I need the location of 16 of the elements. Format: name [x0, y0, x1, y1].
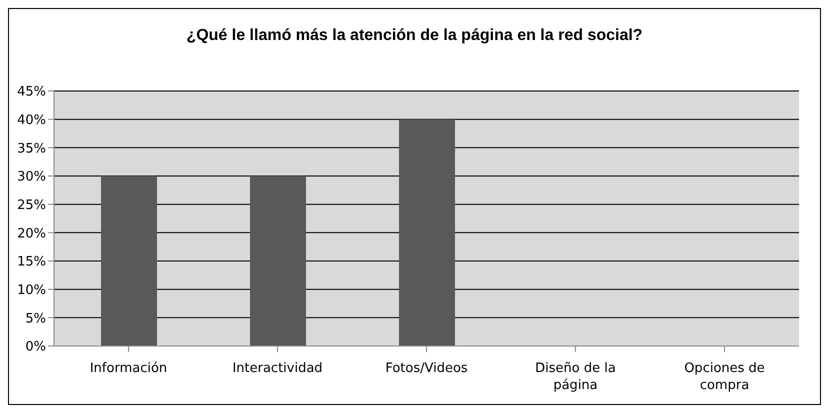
x-tick-label: Interactividad: [232, 361, 323, 376]
x-tick-label: Opciones de compra: [684, 361, 765, 393]
x-tick-label: Información: [90, 361, 168, 376]
y-tick-label: 40%: [17, 112, 46, 128]
y-tick-label: 10%: [17, 282, 46, 298]
y-tick-label: 30%: [17, 170, 46, 185]
y-tick-label: 5%: [25, 311, 46, 326]
x-tick-label: Diseño de la página: [535, 361, 616, 393]
chart-title: ¿Qué le llamó más la atención de la página en la red social?: [185, 26, 644, 46]
y-tick-label: 45%: [17, 84, 46, 100]
y-tick-label: 15%: [17, 254, 46, 270]
y-tick-label: 25%: [17, 198, 46, 213]
y-tick-label: 35%: [17, 141, 46, 156]
y-tick-label: 0%: [25, 340, 46, 355]
x-tick-label: Fotos/Videos: [385, 361, 468, 376]
y-tick-label: 20%: [17, 226, 46, 242]
